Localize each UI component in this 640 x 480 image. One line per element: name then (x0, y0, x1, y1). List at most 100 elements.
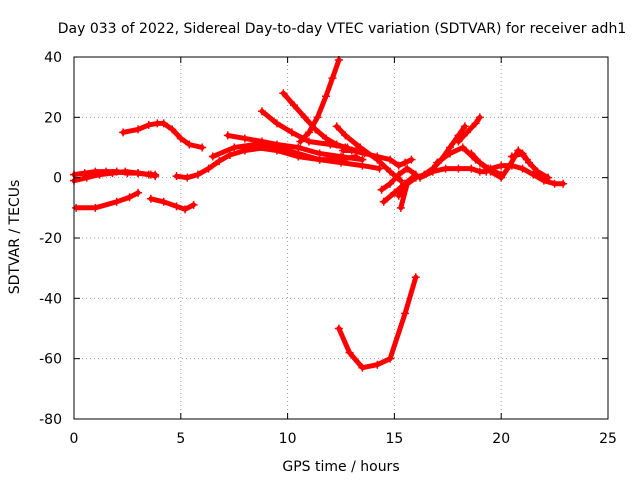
series-arc-05 (148, 196, 197, 212)
data-point-marker (416, 173, 425, 182)
y-tick-label: -60 (39, 352, 62, 368)
data-point-marker (204, 164, 213, 173)
data-point-marker (272, 146, 281, 155)
data-point-marker (223, 131, 232, 140)
data-point-marker (112, 197, 121, 206)
data-point-marker (345, 348, 354, 357)
data-point-marker (72, 203, 81, 212)
data-point-marker (394, 191, 403, 200)
data-point-marker (146, 194, 155, 203)
y-tick-label: -40 (39, 291, 62, 307)
x-tick-label: 25 (599, 431, 617, 447)
data-point-marker (347, 146, 356, 155)
data-point-marker (373, 360, 382, 369)
data-point-marker (454, 164, 463, 173)
data-point-marker (467, 164, 476, 173)
data-layer (70, 56, 568, 372)
data-point-marker (198, 143, 207, 152)
data-point-marker (108, 169, 117, 178)
data-point-marker (172, 172, 181, 181)
data-point-marker (507, 152, 516, 161)
data-point-marker (304, 128, 313, 137)
data-point-marker (428, 167, 437, 176)
data-point-marker (497, 173, 506, 182)
data-point-marker (394, 170, 403, 179)
data-point-marker (475, 113, 484, 122)
data-point-marker (313, 113, 322, 122)
data-point-marker (159, 197, 168, 206)
data-point-marker (486, 164, 495, 173)
data-point-marker (304, 137, 313, 146)
data-point-marker (215, 157, 224, 166)
data-point-marker (518, 149, 527, 158)
data-point-marker (181, 205, 190, 214)
data-point-marker (168, 125, 177, 134)
data-point-marker (471, 119, 480, 128)
data-point-marker (377, 185, 386, 194)
data-point-marker (294, 152, 303, 161)
y-axis-label: SDTVAR / TECUs (7, 180, 23, 295)
data-point-marker (433, 158, 442, 167)
data-point-marker (334, 324, 343, 333)
data-point-marker (550, 179, 559, 188)
y-tick-label: -20 (39, 231, 62, 247)
data-point-marker (559, 179, 568, 188)
data-point-marker (82, 173, 91, 182)
x-tick-label: 20 (492, 431, 510, 447)
data-point-marker (454, 137, 463, 146)
data-point-marker (411, 273, 420, 282)
data-point-marker (401, 158, 410, 167)
data-point-marker (390, 188, 399, 197)
data-point-marker (290, 101, 299, 110)
data-point-marker (358, 363, 367, 372)
data-point-marker (121, 167, 130, 176)
data-point-marker (407, 155, 416, 164)
data-point-marker (272, 119, 281, 128)
series-arc-14 (334, 123, 404, 184)
data-point-marker (356, 143, 365, 152)
data-point-marker (497, 161, 506, 170)
data-point-marker (379, 197, 388, 206)
data-point-marker (95, 170, 104, 179)
data-point-marker (225, 151, 234, 160)
chart-title: Day 033 of 2022, Sidereal Day-to-day VTE… (58, 21, 626, 37)
data-point-marker (159, 119, 168, 128)
series-arc-11 (297, 57, 342, 144)
data-point-marker (467, 149, 476, 158)
data-point-marker (524, 158, 533, 167)
data-point-marker (134, 125, 143, 134)
x-axis-label: GPS time / hours (282, 459, 399, 475)
data-point-marker (332, 122, 341, 131)
data-point-marker (403, 164, 412, 173)
data-point-marker (146, 170, 155, 179)
data-point-marker (507, 161, 516, 170)
data-point-marker (193, 170, 202, 179)
data-point-marker (294, 143, 303, 152)
data-point-marker (176, 134, 185, 143)
data-point-marker (208, 152, 217, 161)
data-point-marker (151, 172, 160, 181)
data-point-marker (332, 140, 341, 149)
data-point-marker (375, 164, 384, 173)
x-tick-label: 0 (70, 431, 79, 447)
data-point-marker (251, 143, 260, 152)
data-point-marker (341, 131, 350, 140)
data-point-marker (533, 167, 542, 176)
data-point-marker (328, 74, 337, 83)
data-point-marker (337, 158, 345, 167)
data-point-marker (401, 309, 410, 318)
data-point-marker (322, 134, 331, 143)
data-point-marker (475, 158, 484, 167)
data-point-marker (134, 169, 143, 178)
grid-layer (74, 57, 608, 419)
data-point-marker (544, 173, 553, 182)
data-point-marker (185, 140, 194, 149)
axis-layer: 0 5 10 15 20 25 -80 -60 -40 -20 0 20 40 (39, 50, 617, 447)
data-point-marker (287, 128, 296, 137)
data-point-marker (373, 155, 382, 164)
data-point-marker (396, 176, 405, 185)
data-point-marker (358, 161, 367, 170)
data-point-marker (445, 149, 454, 158)
data-point-marker (119, 128, 128, 137)
